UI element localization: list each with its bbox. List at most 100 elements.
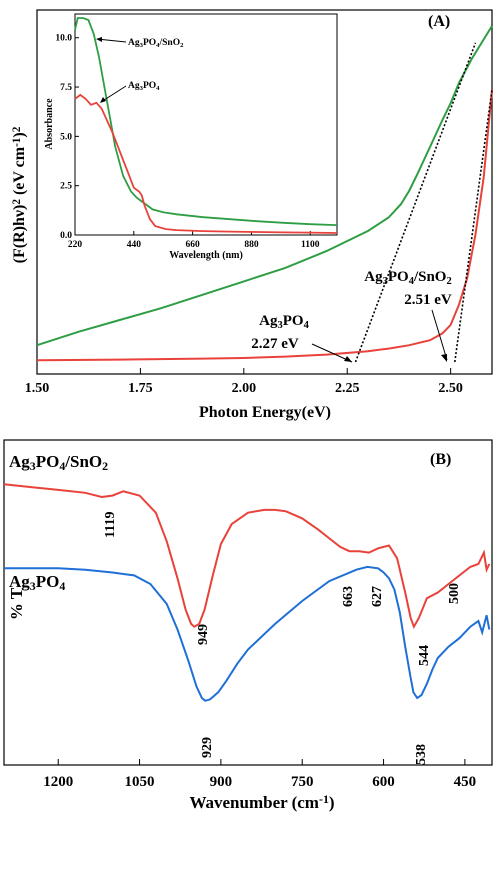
peak-label: 544 [417, 645, 432, 666]
text-part: 4 [59, 459, 65, 473]
x-tick-label: 2.00 [232, 381, 257, 396]
text-part: ) [329, 793, 335, 812]
series-line [36, 25, 493, 347]
arrow-head [441, 354, 447, 362]
panel-a-plot-frame [36, 9, 493, 375]
inset-y-tick-label: 2.5 [60, 182, 72, 192]
text-part: (F(R)hν) [11, 205, 28, 264]
series-line [3, 483, 491, 630]
text-part: 2 [446, 276, 451, 287]
panel-a-label: (A) [428, 13, 450, 30]
text-part: ) [11, 132, 28, 137]
panel-b-x-axis: 1200 1050 900 750 600 450 [43, 759, 476, 790]
tangent-line [454, 89, 493, 363]
text-part: PO [143, 38, 156, 48]
text-part: 3 [30, 579, 36, 593]
text-part: Wavenumber (cm [189, 793, 319, 812]
inset-plot-frame [74, 13, 338, 236]
arrow-head [100, 97, 106, 103]
text-part: /SnO [413, 269, 447, 285]
peak-label: 663 [341, 586, 356, 607]
text-part: 2 [11, 199, 23, 205]
text-part: Ag [128, 38, 140, 48]
panel-a-x-axis-title: Photon Energy(eV) [199, 404, 331, 421]
text-part: Ag [364, 269, 383, 285]
inset-y-tick-label: 10.0 [55, 34, 72, 44]
inset-y-tick-label: 5.0 [60, 132, 72, 142]
peak-label: 627 [370, 586, 385, 607]
panel-b-y-axis-title: % T [7, 587, 26, 620]
text-part: Ag [128, 81, 140, 91]
x-tick-label: 600 [372, 774, 395, 790]
series-label: Ag3PO4 [9, 572, 65, 593]
x-tick-label: 900 [210, 774, 233, 790]
inset-x-tick-label: 880 [244, 240, 259, 250]
text-part: -1 [11, 137, 23, 147]
panel-a-x-axis: 1.50 1.75 2.00 2.25 2.50 [25, 368, 463, 396]
text-part: 4 [156, 85, 160, 92]
panel-b-plot-frame [3, 439, 493, 766]
peak-label: 538 [414, 744, 429, 765]
inset-x-axis-title: Wavelength (nm) [169, 250, 243, 261]
inset-series [74, 17, 338, 234]
inset-series-line [74, 93, 338, 234]
inset-axes: 220 440 660 880 1100 0.0 2.5 5.0 7.5 10.0 [55, 34, 319, 250]
annotation-name: Ag3PO4 [259, 313, 309, 331]
annotation-arrow [431, 309, 448, 361]
text-part: Ag [9, 572, 30, 591]
panel-b-label: (B) [430, 451, 451, 468]
inset-y-axis-title: Absorbance [44, 98, 55, 150]
panel-a: 1.50 1.75 2.00 2.25 2.50 (A) Photon Energy(e… [11, 9, 493, 421]
x-tick-label: 2.50 [438, 381, 463, 396]
arrow-head [344, 356, 352, 362]
panel-b-series [3, 483, 491, 702]
panel-b-x-axis-title: Wavenumber (cm-1) [189, 792, 334, 812]
inset-label-arrow [100, 85, 127, 103]
text-part: /SnO [158, 38, 180, 48]
inset-x-tick-label: 1100 [301, 240, 320, 250]
inset-y-tick-label: 0.0 [60, 231, 72, 241]
inset-series-label: Ag3PO4/SnO2 [128, 38, 184, 49]
text-part: (eV cm [11, 146, 28, 199]
text-part: 4 [304, 320, 310, 331]
text-part: PO [388, 269, 409, 285]
x-tick-label: 1.75 [128, 381, 153, 396]
x-tick-label: 1050 [125, 774, 155, 790]
text-part: 2 [102, 459, 108, 473]
inset-x-tick-label: 660 [186, 240, 201, 250]
series-line [36, 89, 493, 362]
panel-b: 1200 1050 900 750 600 450 1119 949 663 627 544 500… [3, 439, 493, 812]
peak-label: 1119 [103, 512, 118, 538]
arrow-head [96, 37, 102, 42]
x-tick-label: 450 [454, 774, 477, 790]
text-part: 4 [409, 276, 415, 287]
text-part: 3 [278, 320, 283, 331]
text-part: 3 [30, 459, 36, 473]
tangent-line [354, 42, 477, 363]
series-label: Ag3PO4/SnO2 [9, 452, 108, 473]
annotation-value: 2.51 eV [404, 292, 452, 308]
text-part: 4 [156, 42, 160, 49]
panel-a-y-axis-title: (F(R)hν)2 (eV cm-1)2 [11, 126, 28, 263]
text-part: Ag [9, 452, 30, 471]
inset-x-tick-label: 220 [68, 240, 83, 250]
text-part: Ag [259, 313, 278, 329]
x-tick-label: 1.50 [25, 381, 50, 396]
inset-x-tick-label: 440 [127, 240, 142, 250]
text-part: 4 [59, 579, 65, 593]
series-line [4, 565, 491, 702]
peak-label: 929 [200, 737, 215, 758]
text-part: 2 [180, 42, 184, 49]
inset-series-line [74, 17, 338, 226]
peak-label: 500 [447, 583, 462, 604]
x-tick-label: 2.25 [335, 381, 360, 396]
x-tick-label: 1200 [43, 774, 73, 790]
text-part: PO [36, 452, 60, 471]
text-part: -1 [319, 792, 329, 806]
text-part: PO [143, 81, 156, 91]
